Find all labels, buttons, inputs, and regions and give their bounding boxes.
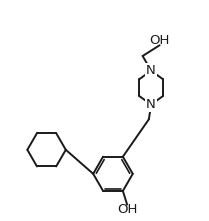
Text: OH: OH (150, 34, 170, 47)
Text: N: N (146, 98, 156, 111)
Text: OH: OH (117, 203, 138, 216)
Text: N: N (146, 64, 156, 77)
